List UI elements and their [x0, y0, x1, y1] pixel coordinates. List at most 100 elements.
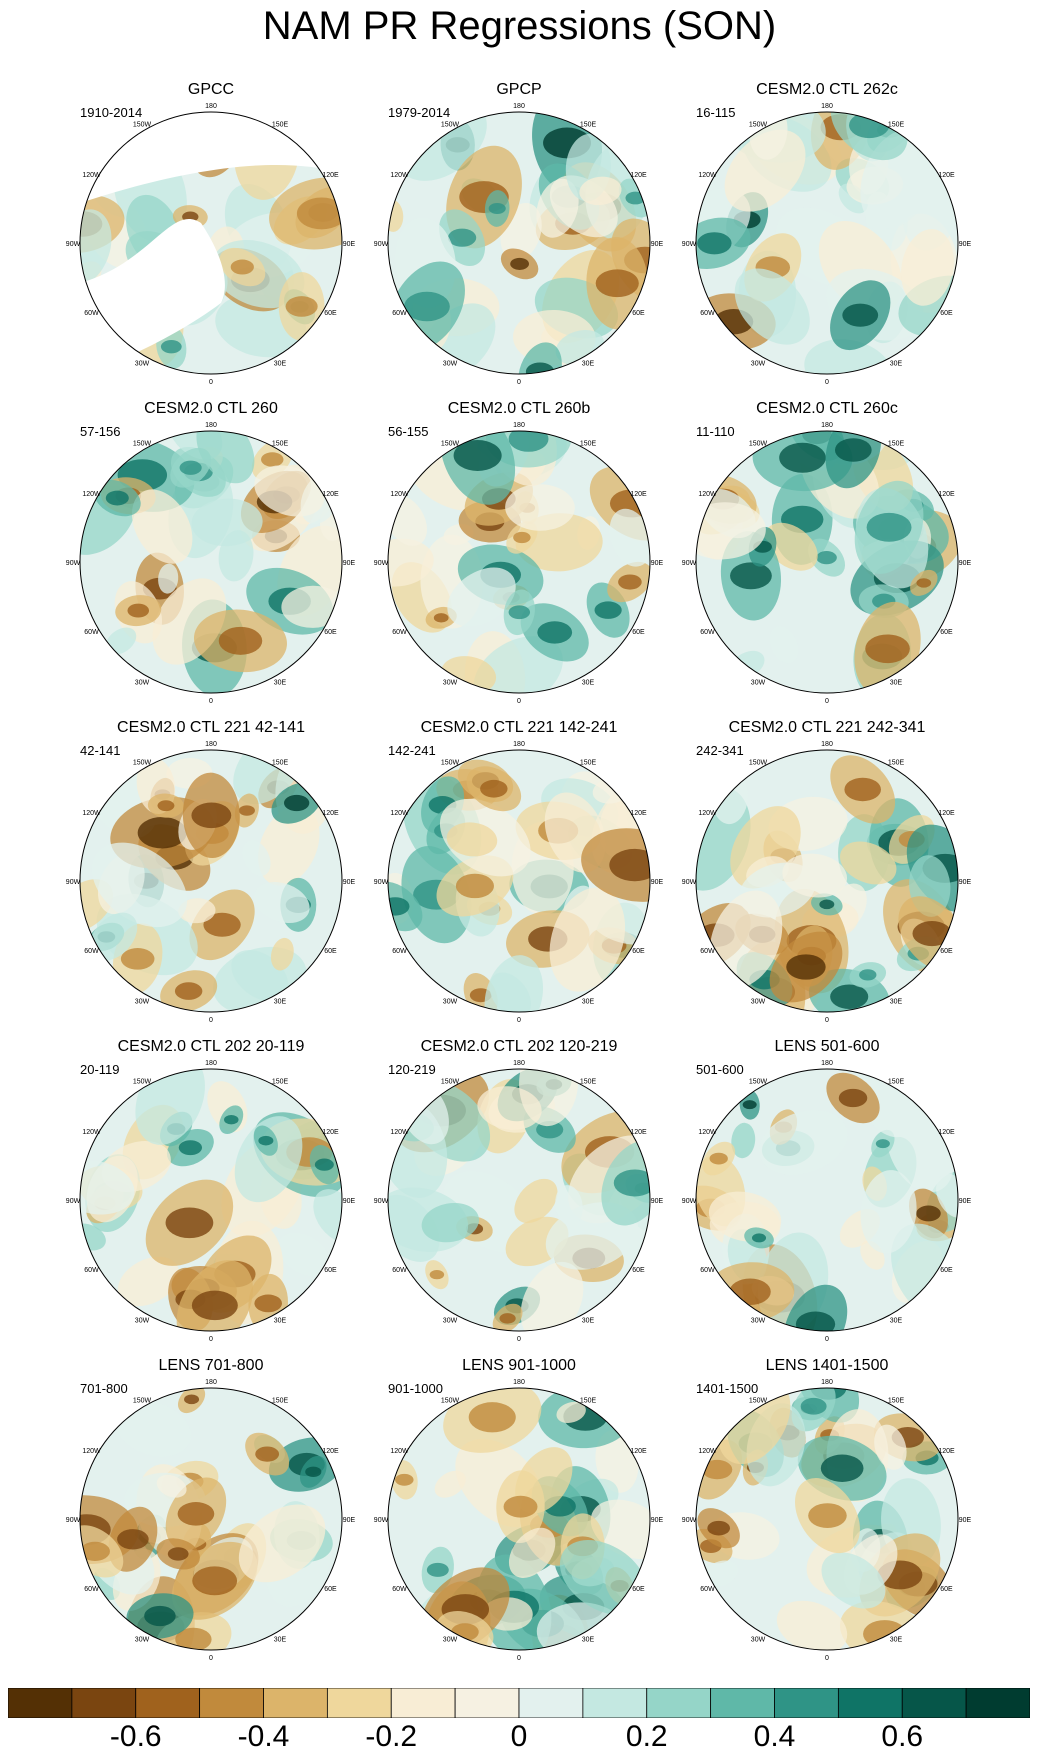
field-contour [579, 176, 622, 206]
lon-label: 60W [84, 948, 99, 955]
map-panel: 180 150E 120E 90E 60E 30E 0 30W 60W 90W 120W 150W GP… [374, 81, 664, 386]
lon-label: 120E [938, 1448, 955, 1455]
panel-title: CESM2.0 CTL 202 120-219 [421, 1038, 618, 1055]
lon-label: 30E [274, 361, 287, 368]
field-contour [447, 567, 516, 627]
colorbar-bin [135, 1688, 201, 1718]
field-contour [609, 508, 650, 567]
field-contour [488, 202, 506, 214]
panel-period: 11-110 [696, 424, 735, 439]
lon-label: 120E [630, 1129, 647, 1136]
field-contour [178, 1140, 203, 1156]
field-contour [446, 822, 498, 857]
lon-label: 120W [698, 1129, 717, 1136]
field-contour [594, 601, 622, 619]
lon-label: 60E [324, 310, 337, 317]
regression-field [80, 431, 342, 693]
field-contour [842, 303, 879, 327]
lon-label: 120W [390, 1448, 409, 1455]
lon-label: 120W [698, 1448, 717, 1455]
map-outline [79, 749, 343, 1013]
field-contour [261, 452, 284, 467]
lon-label: 60E [632, 1267, 645, 1274]
colorbar-labels: -0.6 -0.4 -0.2 0 0.2 0.4 0.6 [0, 1718, 1039, 1758]
lon-label: 150E [888, 440, 905, 447]
field-contour [795, 1311, 836, 1331]
lon-label: 30W [135, 361, 150, 368]
lon-label: 30W [135, 999, 150, 1006]
field-contour [117, 1529, 149, 1550]
lon-label: 30W [751, 361, 766, 368]
lon-label: 30E [274, 680, 287, 687]
lon-label: 60W [392, 1586, 407, 1593]
field-contour [508, 1527, 556, 1578]
field-contour [489, 972, 531, 1012]
lon-label: 60E [632, 310, 645, 317]
lon-label: 60W [700, 1267, 715, 1274]
lon-label: 180 [205, 422, 217, 429]
field-contour [804, 339, 893, 374]
panel-period: 1910-2014 [80, 105, 142, 120]
lon-label: 150E [888, 121, 905, 128]
panel-period: 1979-2014 [388, 105, 450, 120]
lon-label: 150E [272, 121, 289, 128]
field-contour [158, 563, 179, 594]
colorbar-tick-label: -0.4 [237, 1720, 290, 1753]
lon-label: 150E [272, 759, 289, 766]
lon-label: 180 [513, 1060, 525, 1067]
field-contour [233, 750, 304, 805]
field-contour [80, 1223, 106, 1251]
field-contour [191, 498, 263, 547]
map-panel: 180 150E 120E 90E 60E 30E 0 30W 60W 90W 120W 150W LE… [66, 1357, 356, 1662]
lon-label: 90E [651, 1517, 664, 1524]
lon-label: 90E [959, 241, 972, 248]
map-outline [387, 1387, 651, 1651]
field-contour [434, 1470, 466, 1498]
lon-label: 150W [749, 121, 768, 128]
lon-label: 60E [632, 1586, 645, 1593]
field-contour [514, 1178, 558, 1224]
lon-label: 180 [205, 1060, 217, 1067]
lon-label: 30E [890, 361, 903, 368]
lon-label: 150E [888, 1397, 905, 1404]
map-outline [387, 111, 651, 375]
lon-label: 90E [343, 560, 356, 567]
lon-label: 120W [698, 491, 717, 498]
lon-label: 30W [443, 1318, 458, 1325]
lon-label: 90W [66, 560, 81, 567]
lon-label: 180 [205, 1379, 217, 1386]
field-contour [821, 1552, 886, 1609]
lon-label: 180 [513, 741, 525, 748]
panel-title: GPCP [496, 81, 541, 98]
map-outline [695, 1387, 959, 1651]
colorbar-bin [199, 1688, 264, 1718]
lon-label: 60W [700, 310, 715, 317]
lon-label: 90W [66, 879, 81, 886]
lon-label: 120W [82, 810, 101, 817]
regression-field [388, 112, 650, 374]
lon-label: 180 [513, 1379, 525, 1386]
figure-title: NAM PR Regressions (SON) [262, 4, 777, 48]
field-contour [556, 1401, 586, 1424]
regression-field [388, 1069, 650, 1331]
lon-label: 120E [938, 172, 955, 179]
colorbar-tick-label: -0.6 [109, 1720, 162, 1753]
field-contour [421, 1202, 479, 1243]
field-contour [230, 259, 254, 275]
colorbar-bin [774, 1688, 839, 1718]
panel-title: CESM2.0 CTL 260c [756, 400, 898, 417]
field-contour [160, 340, 182, 354]
panel-title: CESM2.0 CTL 221 42-141 [117, 719, 305, 736]
lon-label: 30E [890, 999, 903, 1006]
regression-field [388, 431, 650, 693]
field-contour [508, 605, 531, 620]
lon-label: 150W [133, 1078, 152, 1085]
field-contour [137, 816, 187, 849]
field-contour [156, 1474, 187, 1498]
colorbar-bin [582, 1688, 648, 1718]
field-contour [80, 1541, 110, 1561]
colorbar [8, 1688, 1030, 1718]
lon-label: 60W [700, 1586, 715, 1593]
field-contour [192, 1566, 238, 1596]
panel-title: CESM2.0 CTL 260b [448, 400, 591, 417]
